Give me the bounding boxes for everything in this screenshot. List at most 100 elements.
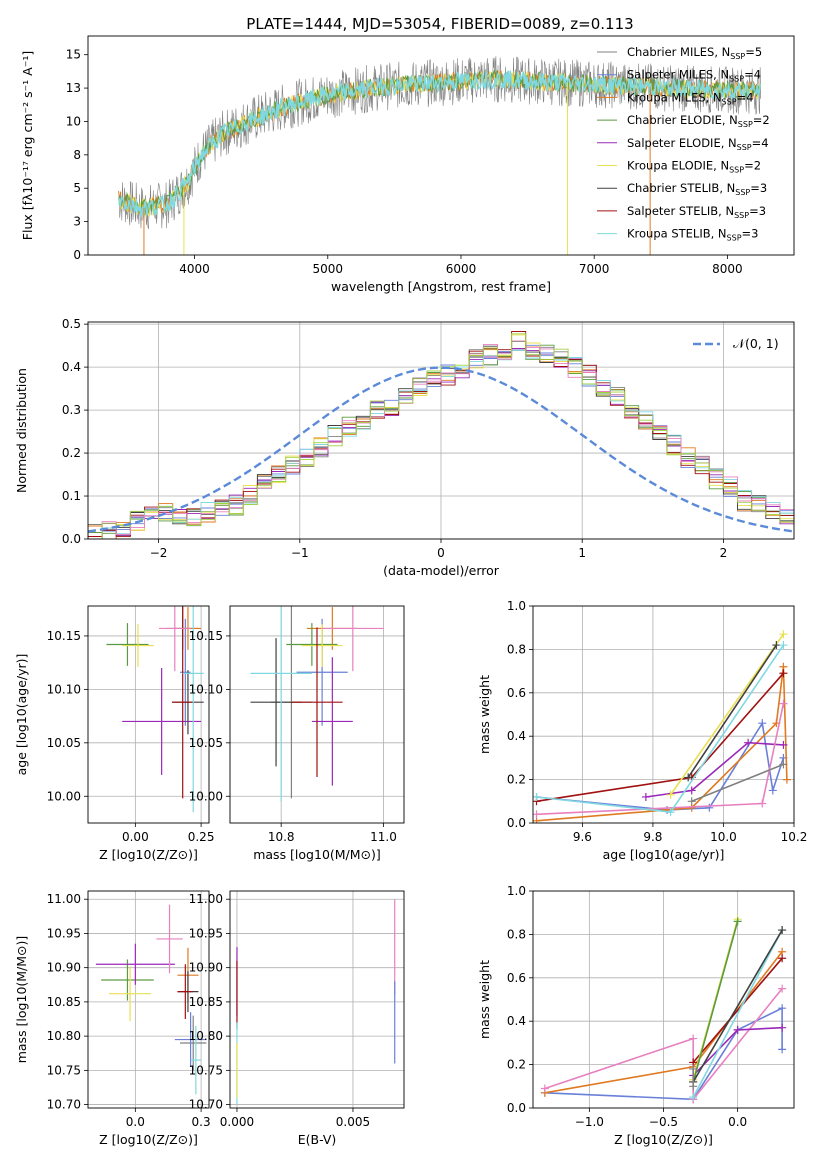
x-tick-label: 7000: [579, 262, 610, 276]
y-axis-label: Normed distribution: [14, 368, 29, 493]
y-tick-label: 0.3: [62, 403, 81, 417]
panel-mass_vs_Z: 0.0 0.3 10.70 10.75 10.80 10.85 10.90 10.95 11.0…: [14, 890, 211, 1147]
y-tick-label: 10.85: [47, 995, 81, 1009]
legend-label: Kroupa MILES, NSSP=4: [627, 90, 753, 106]
y-tick-label: 10.15: [189, 629, 223, 643]
x-tick-label: 0.005: [336, 1115, 370, 1129]
series-marker: [744, 738, 753, 747]
y-tick-label: 11.00: [47, 892, 81, 906]
y-axis-label: age [log10(age/yr)]: [14, 654, 29, 776]
x-tick-label: 10.0: [710, 830, 737, 844]
y-tick-label: 0.1: [62, 489, 81, 503]
y-axis-label: mass weight: [477, 675, 492, 754]
series-marker: [778, 1045, 787, 1054]
figure-title: PLATE=1444, MJD=53054, FIBERID=0089, z=0…: [246, 15, 633, 33]
y-tick-label: 0.2: [62, 446, 81, 460]
series-marker: [779, 641, 788, 650]
y-tick-label: 0.4: [62, 360, 81, 374]
y-tick-label: 0.6: [507, 971, 526, 985]
normal-curve: [88, 366, 794, 533]
y-tick-label: 10.10: [47, 682, 81, 696]
legend-label: 𝒩(0, 1): [733, 336, 779, 351]
y-tick-label: 11.00: [189, 892, 223, 906]
series-line: [692, 957, 783, 1063]
x-tick-label: 8000: [712, 262, 743, 276]
y-axis-label: mass [log10(M/M⊙)]: [14, 936, 29, 1064]
series-marker: [733, 917, 742, 926]
x-tick-label: 10.8: [268, 830, 295, 844]
x-tick-label: 5000: [313, 262, 344, 276]
series-marker: [689, 1064, 698, 1073]
y-tick-label: 10.70: [189, 1098, 223, 1112]
x-tick-label: 6000: [446, 262, 477, 276]
x-tick-label: 0.00: [122, 830, 149, 844]
y-tick-label: 0.4: [507, 729, 526, 743]
plot-area: [230, 891, 404, 1108]
axes-frame: [87, 35, 795, 256]
series-line: [687, 644, 778, 778]
y-tick-label: 0.0: [62, 532, 81, 546]
y-axis-label: Flux [fλ10⁻¹⁷ erg cm⁻² s⁻¹ A⁻¹]: [20, 51, 35, 240]
x-axis-label: Z [log10(Z/Z⊙)]: [614, 1132, 713, 1147]
spectrum-legend: Chabrier MILES, NSSP=5 Salpeter MILES, NS…: [597, 45, 770, 243]
axes-frame: [532, 890, 795, 1109]
plot-area: [533, 891, 794, 1108]
y-tick-label: 10.10: [189, 682, 223, 696]
x-axis-label: Z [log10(Z/Z⊙)]: [99, 847, 198, 862]
series-marker: [689, 1034, 698, 1043]
y-tick-label: 8: [73, 148, 81, 162]
x-axis-label: wavelength [Angstrom, rest frame]: [331, 279, 551, 294]
y-tick-label: 0.2: [507, 773, 526, 787]
x-tick-label: 0.000: [220, 1115, 254, 1129]
legend-label: Salpeter MILES, NSSP=4: [627, 68, 761, 84]
series-marker: [778, 984, 787, 993]
x-tick-label: 0.0: [728, 1115, 747, 1129]
series-marker: [778, 1023, 787, 1032]
series-marker: [782, 775, 791, 784]
y-tick-label: 13: [66, 81, 81, 95]
y-tick-label: 0.2: [507, 1058, 526, 1072]
y-tick-label: 0: [73, 248, 81, 262]
series-marker: [779, 760, 788, 769]
x-tick-label: −2: [150, 546, 168, 560]
x-tick-label: 2: [720, 546, 728, 560]
panel-mass_vs_EBV: 0.000 0.005 10.70 10.75 10.80 10.85 10.90 10.95…: [189, 890, 405, 1147]
y-tick-label: 10.85: [189, 995, 223, 1009]
x-tick-label: 0.0: [126, 1115, 145, 1129]
series-marker: [687, 797, 696, 806]
series-marker: [779, 630, 788, 639]
panel-age_vs_mass: 10.8 11.0 10.00 10.05 10.10 10.15 mass [log10(…: [189, 605, 405, 862]
axes-frame: [229, 890, 405, 1109]
y-tick-label: 1.0: [507, 599, 526, 613]
series-marker: [733, 1025, 742, 1034]
series-marker: [689, 1093, 698, 1102]
legend-label: Kroupa STELIB, NSSP=3: [627, 227, 758, 243]
series-marker: [687, 786, 696, 795]
y-tick-label: 1.0: [507, 884, 526, 898]
panel-spectrum: 4000 5000 6000 7000 8000 0 3 5 8 10 13 15 wavelength…: [20, 35, 795, 294]
y-tick-label: 10.80: [189, 1029, 223, 1043]
chart-layer: 4000 5000 6000 7000 80000358101315wavelength…: [14, 35, 807, 1147]
axes-frame: [229, 605, 405, 824]
y-tick-label: 3: [73, 215, 81, 229]
panel-age_vs_Z: 0.00 0.25 10.00 10.05 10.10 10.15 Z [log10(Z/Z…: [14, 605, 214, 862]
x-tick-label: −1: [291, 546, 309, 560]
y-tick-label: 5: [73, 181, 81, 195]
x-tick-label: 11.0: [370, 830, 397, 844]
y-tick-label: 0.8: [507, 642, 526, 656]
y-tick-label: 0.6: [507, 686, 526, 700]
x-tick-label: 4000: [179, 262, 210, 276]
series-line: [692, 929, 783, 1083]
series-line: [536, 720, 785, 811]
plot-area: [230, 606, 404, 823]
y-tick-label: 10.75: [189, 1063, 223, 1077]
y-tick-label: 10.00: [189, 789, 223, 803]
series-line: [692, 929, 783, 1098]
y-tick-label: 0.0: [507, 816, 526, 830]
x-axis-label: (data-model)/error: [383, 563, 500, 578]
series-line: [536, 703, 785, 816]
axes-frame: [532, 605, 795, 824]
x-tick-label: 9.8: [643, 830, 662, 844]
histogram-step-line: [88, 340, 794, 539]
